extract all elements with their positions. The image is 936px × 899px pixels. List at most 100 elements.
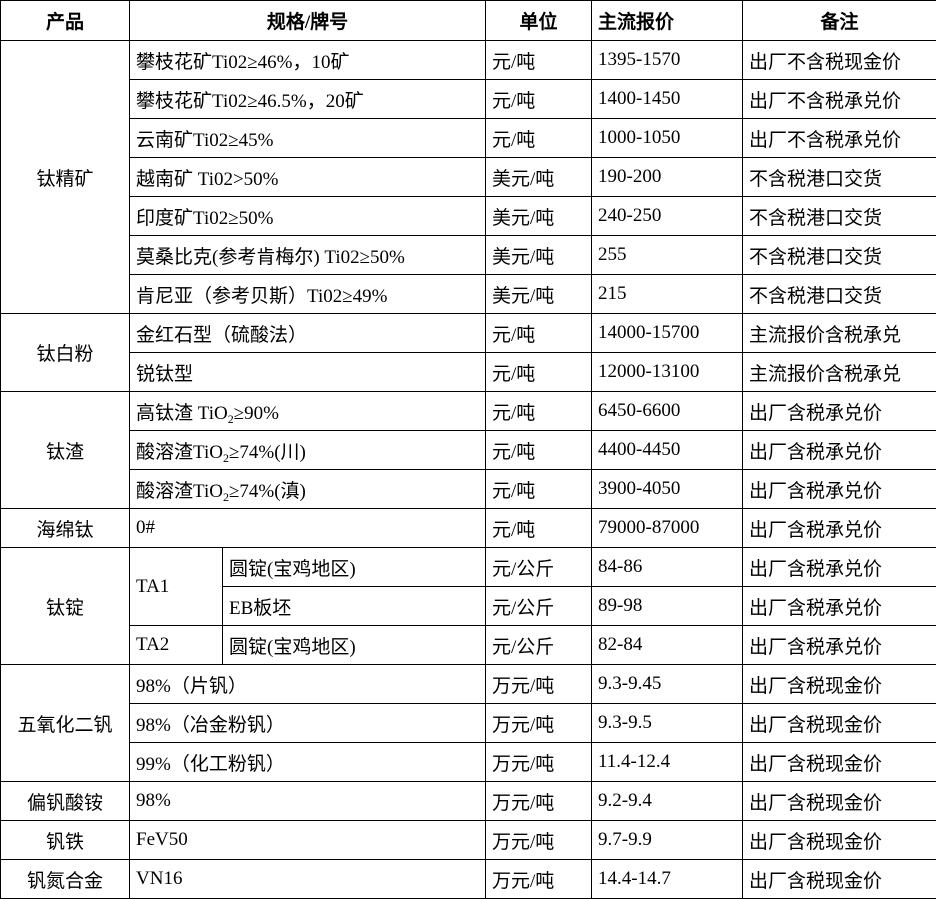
spec-text: 莫桑比克(参考肯梅尔) Ti02≥50% <box>136 247 405 268</box>
note-cell: 出厂不含税现金价 <box>743 41 936 80</box>
price-cell: 9.2-9.4 <box>592 782 743 821</box>
product-cell: 海绵钛 <box>1 509 130 548</box>
product-cell: 钛渣 <box>1 392 130 509</box>
note-cell: 不含税港口交货 <box>743 158 936 197</box>
unit-cell: 美元/吨 <box>486 236 592 275</box>
note-cell: 出厂含税承兑价 <box>743 548 936 587</box>
price-cell: 9.3-9.45 <box>592 665 743 704</box>
price-cell: 4400-4450 <box>592 431 743 470</box>
spec-text: 圆锭(宝鸡地区) <box>229 559 356 580</box>
spec-cell: 肯尼亚（参考贝斯）Ti02≥49% <box>130 275 486 314</box>
price-cell: 79000-87000 <box>592 509 743 548</box>
note-cell: 出厂含税承兑价 <box>743 509 936 548</box>
spec-text: 攀枝花矿Ti02≥46.5%，20矿 <box>136 91 364 112</box>
note-cell: 出厂含税承兑价 <box>743 431 936 470</box>
spec-text: 云南矿Ti02≥45% <box>136 130 273 151</box>
unit-cell: 美元/吨 <box>486 275 592 314</box>
note-cell: 出厂含税现金价 <box>743 704 936 743</box>
unit-cell: 万元/吨 <box>486 743 592 782</box>
header-row: 产品 规格/牌号 单位 主流报价 备注 <box>1 1 936 41</box>
price-cell: 1395-1570 <box>592 41 743 80</box>
unit-cell: 元/吨 <box>486 80 592 119</box>
grade-cell: TA1 <box>130 548 223 626</box>
note-cell: 出厂含税现金价 <box>743 665 936 704</box>
note-cell: 出厂含税承兑价 <box>743 392 936 431</box>
note-cell: 不含税港口交货 <box>743 236 936 275</box>
spec-cell: 攀枝花矿Ti02≥46.5%，20矿 <box>130 80 486 119</box>
spec-text: 印度矿Ti02≥50% <box>136 208 273 229</box>
spec-cell: 圆锭(宝鸡地区) <box>223 626 486 665</box>
spec-text: 0# <box>136 517 155 538</box>
spec-cell: 莫桑比克(参考肯梅尔) Ti02≥50% <box>130 236 486 275</box>
unit-cell: 元/吨 <box>486 509 592 548</box>
spec-tail: ≥74%(川) <box>229 442 306 463</box>
price-cell: 215 <box>592 275 743 314</box>
spec-text: 圆锭(宝鸡地区) <box>229 637 356 658</box>
price-cell: 82-84 <box>592 626 743 665</box>
header-spec: 规格/牌号 <box>130 1 486 41</box>
spec-text: 越南矿 Ti02>50% <box>136 169 279 190</box>
unit-cell: 万元/吨 <box>486 821 592 860</box>
price-cell: 11.4-12.4 <box>592 743 743 782</box>
spec-cell: 99%（化工粉钒） <box>130 743 486 782</box>
spec-cell: VN16 <box>130 860 486 899</box>
unit-cell: 元/吨 <box>486 392 592 431</box>
product-cell: 钒铁 <box>1 821 130 860</box>
unit-cell: 美元/吨 <box>486 197 592 236</box>
unit-cell: 元/公斤 <box>486 587 592 626</box>
header-unit: 单位 <box>486 1 592 41</box>
spec-cell: 98%（片钒） <box>130 665 486 704</box>
spec-cell: 印度矿Ti02≥50% <box>130 197 486 236</box>
unit-cell: 万元/吨 <box>486 665 592 704</box>
spec-text: VN16 <box>136 868 182 889</box>
spec-text: 锐钛型 <box>136 364 193 385</box>
note-cell: 出厂含税现金价 <box>743 821 936 860</box>
note-cell: 出厂含税承兑价 <box>743 626 936 665</box>
spec-cell: 锐钛型 <box>130 353 486 392</box>
unit-cell: 万元/吨 <box>486 782 592 821</box>
spec-cell: 圆锭(宝鸡地区) <box>223 548 486 587</box>
unit-cell: 元/吨 <box>486 41 592 80</box>
price-cell: 9.7-9.9 <box>592 821 743 860</box>
unit-cell: 元/吨 <box>486 353 592 392</box>
price-cell: 3900-4050 <box>592 470 743 509</box>
price-cell: 255 <box>592 236 743 275</box>
spec-text: EB板坯 <box>229 598 291 619</box>
header-price: 主流报价 <box>592 1 743 41</box>
product-cell: 钛白粉 <box>1 314 130 392</box>
product-cell: 偏钒酸铵 <box>1 782 130 821</box>
spec-cell: 0# <box>130 509 486 548</box>
unit-cell: 元/吨 <box>486 314 592 353</box>
spec-text: 金红石型（硫酸法） <box>136 325 307 346</box>
spec-cell: 高钛渣 TiO2≥90% <box>130 392 486 431</box>
price-cell: 1000-1050 <box>592 119 743 158</box>
spec-cell: 酸溶渣TiO2≥74%(滇) <box>130 470 486 509</box>
spec-cell: 酸溶渣TiO2≥74%(川) <box>130 431 486 470</box>
spec-cell: 越南矿 Ti02>50% <box>130 158 486 197</box>
unit-cell: 元/公斤 <box>486 548 592 587</box>
unit-cell: 元/吨 <box>486 119 592 158</box>
unit-cell: 元/公斤 <box>486 626 592 665</box>
price-cell: 84-86 <box>592 548 743 587</box>
note-cell: 出厂不含税承兑价 <box>743 80 936 119</box>
spec-text: 98%（冶金粉钒） <box>136 715 285 736</box>
spec-text: 攀枝花矿Ti02≥46%，10矿 <box>136 52 349 73</box>
price-cell: 6450-6600 <box>592 392 743 431</box>
note-cell: 出厂含税现金价 <box>743 782 936 821</box>
spec-cell: 98%（冶金粉钒） <box>130 704 486 743</box>
spec-tail: ≥74%(滇) <box>229 481 306 502</box>
spec-cell: EB板坯 <box>223 587 486 626</box>
spec-cell: FeV50 <box>130 821 486 860</box>
